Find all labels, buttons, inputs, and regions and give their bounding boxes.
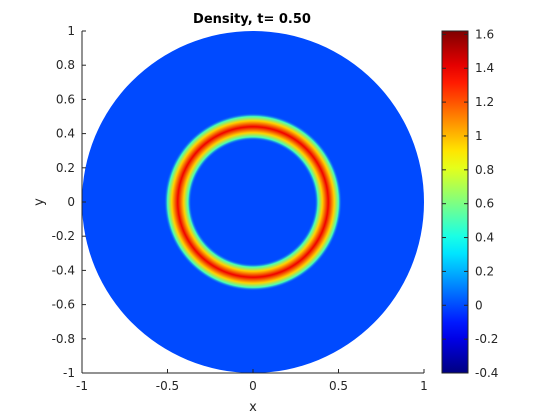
chart-title: Density, t= 0.50 [193,12,311,27]
y-tick-label: -0.6 [52,298,75,312]
colorbar-tick-label: 1 [475,129,483,143]
y-tick-label: -0.8 [52,332,75,346]
y-tick-label: 0.6 [56,92,75,106]
x-tick-label: 1 [420,379,428,393]
x-tick-label: 0 [249,379,257,393]
axes: -1 -0.5 0 0.5 1 -1 -0.8 -0.6 -0.4 -0.2 0 0.2 0.4 0.6… [52,24,428,393]
y-ticks: -1 -0.8 -0.6 -0.4 -0.2 0 0.2 0.4 0.6 0.8 1 [52,24,86,380]
y-tick-label: 1 [67,24,75,38]
colorbar-tick-label: 0.8 [475,163,494,177]
colorbar-tick-label: 0.6 [475,197,494,211]
colorbar-tick-label: 0.4 [475,231,494,245]
y-tick-label: 0.8 [56,58,75,72]
y-axis-label: y [32,198,47,206]
colorbar-tick-label: 1.2 [475,95,494,109]
colorbar-tick-label: -0.4 [475,366,498,380]
y-tick-label: -0.2 [52,229,75,243]
colorbar: -0.4 -0.2 0 0.2 0.4 0.6 0.8 1 1.2 1.4 1.6 [441,27,498,380]
x-ticks: -1 -0.5 0 0.5 1 [76,369,428,393]
y-tick-label: -0.4 [52,263,75,277]
colorbar-tick-label: -0.2 [475,332,498,346]
x-tick-label: 0.5 [329,379,348,393]
colorbar-tick-label: 1.6 [475,27,494,41]
colorbar-tick-label: 1.4 [475,61,494,75]
y-tick-label: 0.4 [56,127,75,141]
x-axis-label: x [249,400,257,415]
y-tick-label: -1 [63,366,75,380]
y-tick-label: 0 [67,195,75,209]
x-tick-label: -1 [76,379,88,393]
x-tick-label: -0.5 [156,379,179,393]
colorbar-ticks: -0.4 -0.2 0 0.2 0.4 0.6 0.8 1 1.2 1.4 1.6 [442,27,498,380]
colorbar-gradient [441,30,469,374]
density-ring [164,113,342,291]
colorbar-tick-label: 0 [475,298,483,312]
plot-area [82,31,424,373]
y-tick-label: 0.2 [56,161,75,175]
colorbar-tick-label: 0.2 [475,264,494,278]
